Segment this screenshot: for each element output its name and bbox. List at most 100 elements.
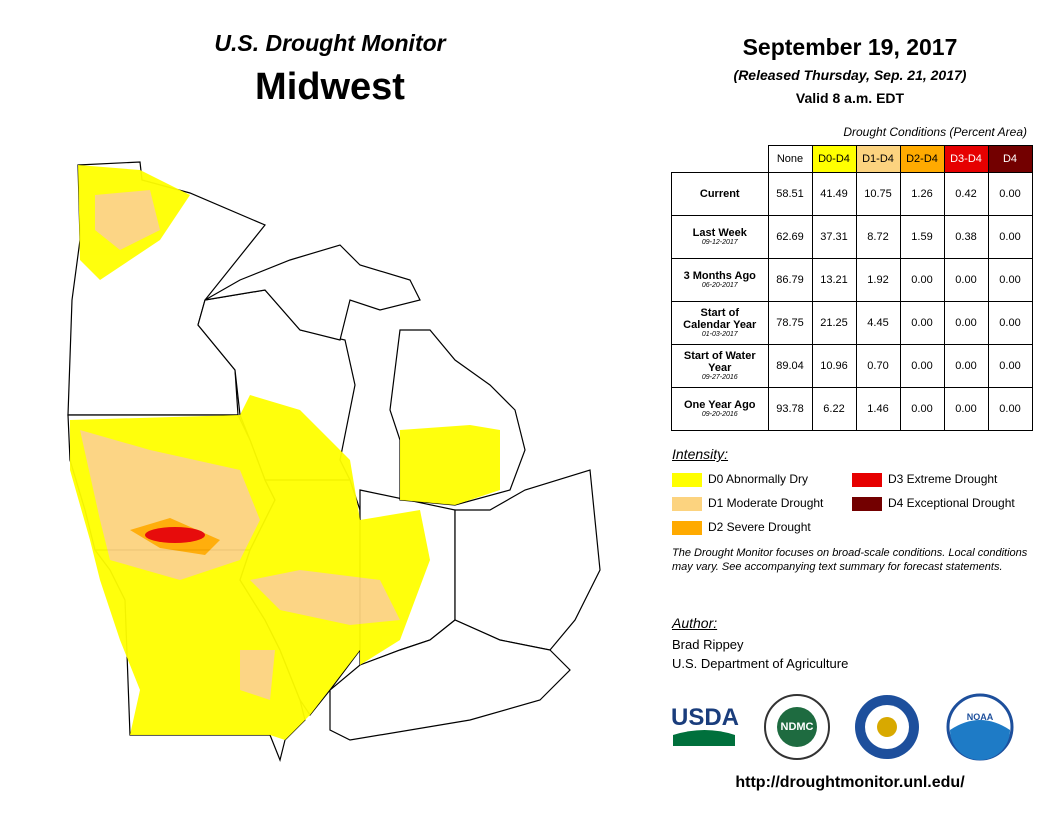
value-cell: 0.38 bbox=[943, 214, 989, 259]
value-cell: 89.04 bbox=[767, 343, 813, 388]
value-cell: 0.00 bbox=[899, 257, 945, 302]
legend-item: D3 Extreme Drought bbox=[852, 472, 997, 487]
value-cell: 1.26 bbox=[899, 171, 945, 216]
row-date: 09-27-2016 bbox=[701, 374, 738, 381]
logo-ndmc: NDMC bbox=[781, 721, 814, 733]
value-cell: 86.79 bbox=[767, 257, 813, 302]
value-cell: 1.59 bbox=[899, 214, 945, 259]
value-cell: 10.96 bbox=[811, 343, 857, 388]
row-date: 09-20-2016 bbox=[701, 411, 738, 418]
drought-d1 bbox=[250, 570, 400, 625]
title: U.S. Drought Monitor bbox=[214, 30, 446, 56]
column-header: D4 bbox=[987, 145, 1033, 173]
legend-item: D4 Exceptional Drought bbox=[852, 496, 1015, 511]
value-cell: 78.75 bbox=[767, 300, 813, 345]
legend-item: D2 Severe Drought bbox=[672, 520, 811, 535]
row-label-cell: Current bbox=[671, 171, 769, 216]
state bbox=[329, 619, 571, 741]
value-cell: 0.00 bbox=[899, 300, 945, 345]
row: Start of Calendar Year 01-03-2017 78.75 21.… bbox=[671, 300, 1033, 345]
value-cell: 1.46 bbox=[855, 386, 901, 431]
released: (Released Thursday, Sep. 21, 2017) bbox=[733, 67, 967, 83]
legend-label: D0 Abnormally Dry bbox=[708, 472, 809, 486]
row-label: Current bbox=[699, 187, 740, 200]
row-label-cell: 3 Months Ago 06-20-2017 bbox=[671, 257, 769, 302]
table-caption: Drought Conditions (Percent Area) bbox=[843, 125, 1027, 139]
value-cell: 58.51 bbox=[767, 171, 813, 216]
logos: USDA NDMC NOAA bbox=[671, 693, 1014, 761]
legend-label: D3 Extreme Drought bbox=[888, 472, 998, 486]
drought-d1 bbox=[240, 650, 275, 700]
legend-label: D4 Exceptional Drought bbox=[888, 496, 1015, 510]
map bbox=[67, 161, 601, 762]
drought-d0 bbox=[360, 510, 430, 665]
value-cell: 13.21 bbox=[811, 257, 857, 302]
corner-cell bbox=[672, 146, 769, 173]
region: Midwest bbox=[255, 66, 405, 108]
logo-shape bbox=[950, 720, 1010, 760]
drought-d3 bbox=[145, 527, 205, 543]
value-cell: 4.45 bbox=[855, 300, 901, 345]
row-label: Start of Water Year bbox=[683, 350, 756, 374]
row: Current 58.51 41.49 10.75 1.26 0.42 0.00 bbox=[671, 171, 1033, 216]
value-cell: 6.22 bbox=[811, 386, 857, 431]
value-cell: 0.00 bbox=[987, 257, 1033, 302]
row: One Year Ago 09-20-2016 93.78 6.22 1.46 0.00 0… bbox=[671, 386, 1033, 431]
row-label-cell: One Year Ago 09-20-2016 bbox=[671, 386, 769, 431]
value-cell: 37.31 bbox=[811, 214, 857, 259]
value-cell: 10.75 bbox=[855, 171, 901, 216]
logo-shape bbox=[777, 707, 817, 747]
value-cell: 0.00 bbox=[987, 386, 1033, 431]
drought-d1 bbox=[95, 190, 160, 250]
value-cell: 0.00 bbox=[899, 343, 945, 388]
url[interactable]: http://droughtmonitor.unl.edu/ bbox=[735, 774, 965, 791]
value-cell: 21.25 bbox=[811, 300, 857, 345]
legend-title: Intensity: bbox=[672, 446, 729, 462]
row-date: 01-03-2017 bbox=[701, 331, 738, 338]
author-org: U.S. Department of Agriculture bbox=[672, 656, 849, 671]
value-cell: 0.00 bbox=[943, 300, 989, 345]
value-cell: 8.72 bbox=[855, 214, 901, 259]
row-date: 06-20-2017 bbox=[701, 282, 738, 289]
column-header: D3-D4 bbox=[943, 145, 989, 173]
column-header: D1-D4 bbox=[855, 145, 901, 173]
column-header: None bbox=[767, 145, 813, 173]
author-heading: Author: bbox=[672, 615, 718, 631]
logo-usda: USDA bbox=[671, 704, 739, 731]
value-cell: 62.69 bbox=[767, 214, 813, 259]
value-cell: 0.00 bbox=[987, 343, 1033, 388]
drought-d0 bbox=[400, 425, 500, 505]
value-cell: 41.49 bbox=[811, 171, 857, 216]
value-cell: 0.00 bbox=[943, 343, 989, 388]
legend-label: D1 Moderate Drought bbox=[708, 496, 824, 510]
note: The Drought Monitor focuses on broad-sca… bbox=[672, 547, 1028, 573]
author-name: Brad Rippey bbox=[672, 637, 744, 652]
row-date: 09-12-2017 bbox=[701, 239, 738, 246]
header-row: None D0-D4 D1-D4 D2-D4 D3-D4 D4 bbox=[672, 145, 1033, 173]
stats-table: None D0-D4 D1-D4 D2-D4 D3-D4 D4 Current 58.51 41… bbox=[671, 145, 1033, 431]
legend-label: D2 Severe Drought bbox=[708, 520, 811, 534]
row: 3 Months Ago 06-20-2017 86.79 13.21 1.92 0.00… bbox=[671, 257, 1033, 302]
legend-swatch bbox=[852, 496, 882, 511]
value-cell: 0.42 bbox=[943, 171, 989, 216]
row-label-cell: Start of Water Year 09-27-2016 bbox=[671, 343, 769, 388]
legend-swatch bbox=[672, 496, 702, 511]
logo-noaa: NOAA bbox=[967, 712, 994, 722]
row-label: Start of Calendar Year bbox=[683, 307, 757, 331]
value-cell: 1.92 bbox=[855, 257, 901, 302]
value-cell: 0.00 bbox=[943, 257, 989, 302]
row-label-cell: Start of Calendar Year 01-03-2017 bbox=[671, 300, 769, 345]
logo-shape bbox=[877, 717, 897, 737]
row-label: Last Week bbox=[692, 227, 747, 239]
value-cell: 0.00 bbox=[987, 300, 1033, 345]
logo-shape bbox=[673, 730, 735, 746]
legend-swatch bbox=[672, 520, 702, 535]
legend-item: D0 Abnormally Dry bbox=[672, 472, 808, 487]
date: September 19, 2017 bbox=[742, 34, 958, 60]
legend-item: D1 Moderate Drought bbox=[672, 496, 823, 511]
row-label-cell: Last Week 09-12-2017 bbox=[671, 214, 769, 259]
row-label: One Year Ago bbox=[683, 399, 756, 411]
row: Last Week 09-12-2017 62.69 37.31 8.72 1.59 0.3… bbox=[671, 214, 1033, 259]
legend-swatch bbox=[672, 472, 702, 487]
